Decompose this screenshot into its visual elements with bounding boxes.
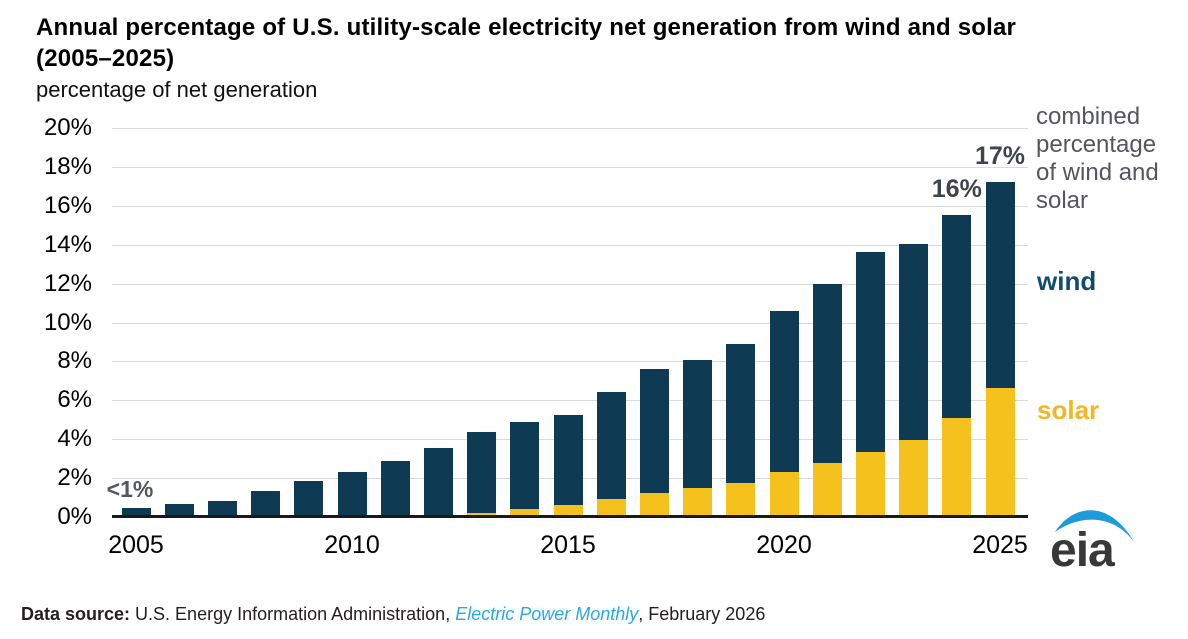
wind-segment <box>899 243 929 441</box>
solar-segment <box>683 487 713 517</box>
wind-segment <box>639 369 669 493</box>
solar-segment <box>769 472 799 517</box>
bar-2013 <box>467 432 497 517</box>
solar-series-label: solar <box>1037 395 1100 425</box>
electric-power-monthly-link[interactable]: Electric Power Monthly <box>455 604 639 624</box>
wind-segment <box>251 490 281 517</box>
bar-2016 <box>596 391 626 517</box>
bar-2019 <box>726 343 756 517</box>
bar-2017 <box>639 369 669 517</box>
x-tick-label: 2020 <box>756 531 812 559</box>
solar-segment <box>855 451 885 517</box>
solar-segment <box>726 482 756 517</box>
solar-segment <box>510 508 540 517</box>
data-source-prefix: Data source: <box>21 604 131 624</box>
bar-2011 <box>380 460 410 517</box>
wind-segment <box>510 422 540 509</box>
x-tick-label: 2005 <box>108 531 164 559</box>
x-tick-label: 2010 <box>324 531 380 559</box>
wind-segment <box>164 504 194 517</box>
wind-segment <box>121 508 151 517</box>
gridline <box>112 205 1028 207</box>
bar-2010 <box>337 472 367 517</box>
bar-value-annotation-2005: <1% <box>106 476 154 502</box>
wind-series-label: wind <box>1037 266 1097 296</box>
bar-2022 <box>855 252 885 517</box>
data-source-date: , February 2026 <box>638 604 766 624</box>
wind-segment <box>380 460 410 517</box>
y-axis-unit-label: percentage of net generation <box>36 77 318 102</box>
solar-segment <box>596 499 626 517</box>
bar-2020 <box>769 310 799 517</box>
wind-segment <box>726 343 756 483</box>
solar-segment <box>985 387 1015 517</box>
eia-logo-graphic: eia <box>1050 510 1134 577</box>
wind-segment <box>423 447 453 515</box>
bar-2024 <box>942 214 972 517</box>
solar-segment <box>812 462 842 517</box>
data-source-text: U.S. Energy Information Administration, <box>130 604 456 624</box>
solar-segment <box>553 504 583 517</box>
wind-segment <box>294 481 324 517</box>
solar-segment <box>639 492 669 517</box>
y-tick-label: 20% <box>43 114 92 141</box>
gridline <box>112 128 1028 129</box>
bar-value-annotation-2025: 17% <box>974 142 1026 171</box>
gridline <box>112 361 1028 363</box>
y-tick-label: 16% <box>43 191 92 219</box>
wind-segment <box>596 391 626 500</box>
wind-segment <box>942 214 972 418</box>
gridline <box>112 400 1028 402</box>
x-tick-label: 2025 <box>972 531 1028 559</box>
gridline <box>112 166 1028 168</box>
y-tick-label: 10% <box>43 308 92 336</box>
gridline <box>112 244 1028 246</box>
wind-segment <box>769 310 799 473</box>
combined-series-note: combined percentage of wind and solar <box>1036 103 1159 214</box>
bar-2009 <box>294 481 324 517</box>
bar-2014 <box>510 422 540 517</box>
wind-segment <box>337 472 367 517</box>
gridline <box>112 322 1028 324</box>
y-tick-label: 2% <box>57 464 92 492</box>
y-tick-label: 14% <box>43 230 92 258</box>
bar-2018 <box>683 360 713 517</box>
chart-title-line2: (2005–2025) <box>36 45 175 72</box>
plot-area: <1% 16% 17% <box>107 128 1028 518</box>
wind-segment <box>812 283 842 463</box>
bar-2025 <box>985 182 1015 517</box>
bar-2015 <box>553 414 583 518</box>
wind-segment <box>553 414 583 505</box>
chart-title-line1: Annual percentage of U.S. utility-scale … <box>36 14 1017 41</box>
eia-logo: eia <box>1048 499 1142 580</box>
solar-segment <box>942 417 972 517</box>
gridline <box>112 283 1028 285</box>
eia-swoosh-icon <box>1055 510 1134 542</box>
wind-segment <box>207 501 237 517</box>
solar-segment <box>899 440 929 517</box>
x-axis-line <box>112 515 1028 518</box>
svg-text:eia: eia <box>1050 524 1115 575</box>
y-tick-label: 6% <box>57 386 92 414</box>
bar-2021 <box>812 283 842 517</box>
y-tick-label: 12% <box>43 269 92 297</box>
bar-value-annotation-2024: 16% <box>931 174 982 203</box>
y-tick-label: 18% <box>43 152 92 180</box>
chart-title: Annual percentage of U.S. utility-scale … <box>36 12 1166 74</box>
y-tick-label: 4% <box>57 425 92 453</box>
solar-segment <box>467 512 497 517</box>
wind-segment <box>467 432 497 513</box>
wind-segment <box>855 252 885 452</box>
bar-2012 <box>423 447 453 517</box>
wind-segment <box>683 360 713 488</box>
bar-2023 <box>899 243 929 517</box>
data-source-line: Data source: U.S. Energy Information Adm… <box>21 603 765 626</box>
x-tick-label: 2015 <box>540 531 596 559</box>
wind-segment <box>985 182 1015 388</box>
bar-2008 <box>251 490 281 517</box>
y-tick-label: 0% <box>57 503 92 530</box>
y-tick-label: 8% <box>57 347 92 375</box>
